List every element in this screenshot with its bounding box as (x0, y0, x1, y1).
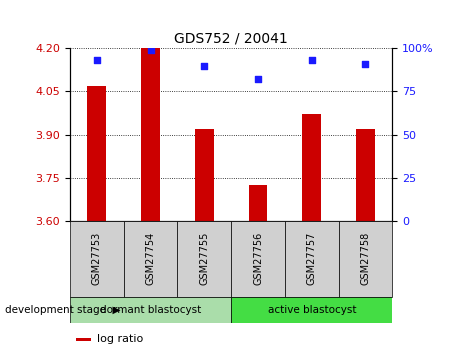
Point (254, 77, 262, 82)
Text: GSM27754: GSM27754 (146, 232, 156, 285)
Bar (231, 221, 285, 297)
Text: dormant blastocyst: dormant blastocyst (100, 305, 201, 315)
Point (201, 63, 208, 68)
Bar (231, 297, 392, 323)
Bar (70, 221, 124, 297)
Bar (76, 338, 91, 341)
Bar (70, 297, 231, 323)
Bar (285, 221, 339, 297)
Point (147, 47, 154, 53)
Text: GSM27753: GSM27753 (92, 232, 102, 285)
Text: GSM27757: GSM27757 (307, 232, 317, 285)
Title: GDS752 / 20041: GDS752 / 20041 (174, 32, 288, 46)
Bar (87, 86, 106, 221)
Text: GSM27758: GSM27758 (360, 232, 371, 285)
Text: development stage  ▶: development stage ▶ (5, 305, 120, 315)
Bar (339, 221, 392, 297)
Text: GSM27755: GSM27755 (199, 232, 209, 285)
Bar (302, 115, 321, 221)
Bar (195, 129, 214, 221)
Bar (356, 129, 375, 221)
Bar (141, 48, 160, 221)
Bar (177, 221, 231, 297)
Text: active blastocyst: active blastocyst (267, 305, 356, 315)
Bar (249, 185, 267, 221)
Point (362, 61, 369, 67)
Bar (124, 221, 177, 297)
Point (93, 58, 101, 63)
Point (308, 58, 315, 63)
Text: GSM27756: GSM27756 (253, 232, 263, 285)
Text: log ratio: log ratio (97, 334, 143, 344)
